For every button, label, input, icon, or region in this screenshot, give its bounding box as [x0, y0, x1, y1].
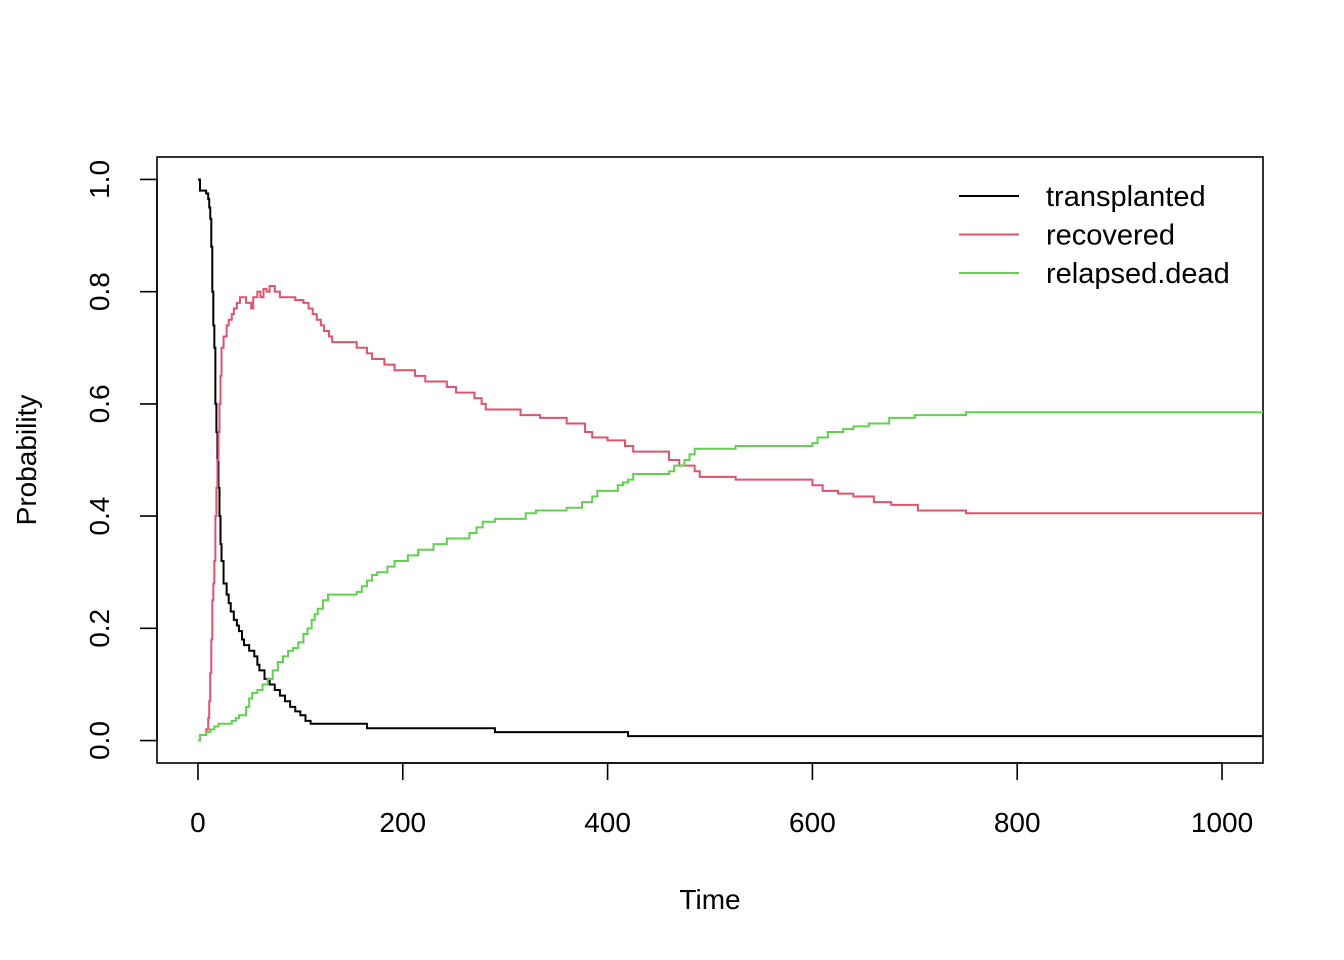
- x-tick-label: 1000: [1191, 807, 1253, 838]
- x-tick-label: 400: [584, 807, 631, 838]
- y-axis: 0.0 0.2 0.4 0.6 0.8 1.0: [84, 160, 158, 760]
- y-tick-label: 0.2: [84, 609, 115, 648]
- x-tick-label: 800: [994, 807, 1041, 838]
- x-axis-label: Time: [679, 884, 740, 915]
- x-tick-label: 0: [190, 807, 206, 838]
- series-layer: [197, 178, 1263, 742]
- x-tick-label: 200: [379, 807, 426, 838]
- x-axis: 0 200 400 600 800 1000: [190, 762, 1253, 838]
- y-tick-label: 0.8: [84, 272, 115, 311]
- x-tick-label: 600: [789, 807, 836, 838]
- series-line-transplanted: [197, 178, 1263, 738]
- y-tick-label: 1.0: [84, 160, 115, 199]
- series-line-relapsed-dead: [197, 411, 1263, 742]
- legend-label: recovered: [1046, 220, 1175, 252]
- y-tick-label: 0.0: [84, 721, 115, 760]
- y-tick-label: 0.6: [84, 384, 115, 423]
- y-axis-label: Probability: [11, 395, 42, 526]
- y-tick-label: 0.4: [84, 497, 115, 536]
- series-line-recovered: [197, 285, 1263, 742]
- legend-label: relapsed.dead: [1046, 258, 1230, 290]
- legend-label: transplanted: [1046, 181, 1206, 213]
- legend: transplanted recovered relapsed.dead: [959, 181, 1230, 290]
